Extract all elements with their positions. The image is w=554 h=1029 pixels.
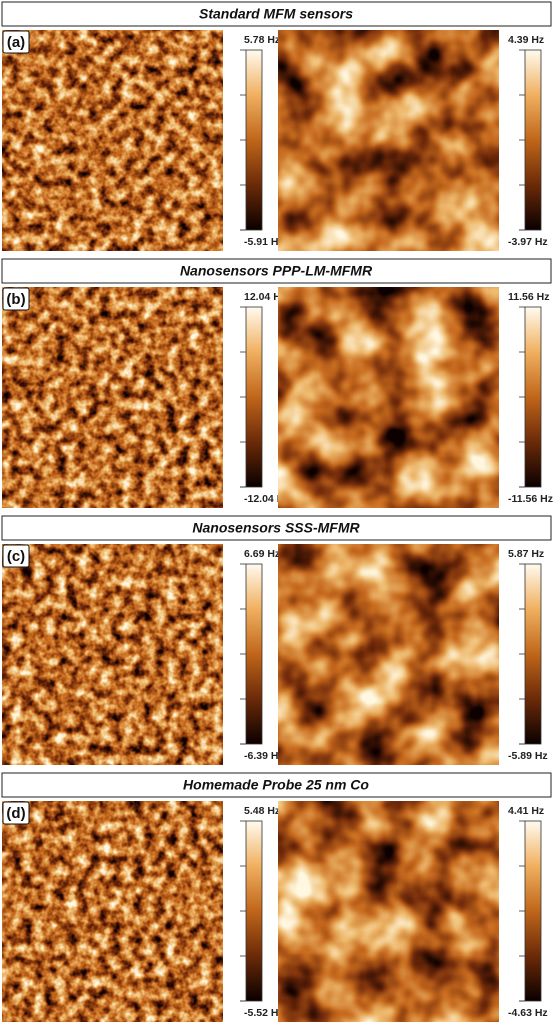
title-box	[1, 772, 552, 798]
title-box	[1, 515, 552, 541]
colorbar-max-label: 11.56 Hz	[508, 291, 549, 303]
colorbar	[245, 563, 263, 745]
colorbar-max-label: 6.69 Hz	[244, 548, 280, 560]
colorbar	[524, 563, 542, 745]
colorbar-min-label: -5.52 Hz	[244, 1007, 284, 1019]
colorbar-min-label: -3.97 Hz	[508, 236, 548, 248]
label-box	[2, 30, 30, 54]
right-image	[278, 30, 499, 251]
colorbar	[245, 49, 263, 231]
colorbar-min-label: -5.89 Hz	[508, 750, 548, 762]
panel-label: (a)	[7, 34, 25, 51]
colorbar-max-label: 5.78 Hz	[244, 34, 280, 46]
right-image	[278, 287, 499, 508]
colorbar-max-label: 5.87 Hz	[508, 548, 544, 560]
colorbar-min-label: -6.39 Hz	[244, 750, 284, 762]
title-box	[1, 1, 552, 27]
panel-title: Nanosensors SSS-MFMR	[192, 520, 360, 536]
colorbar	[524, 820, 542, 1002]
left-image	[2, 801, 223, 1022]
colorbar	[524, 49, 542, 231]
colorbar	[245, 820, 263, 1002]
panel-title: Nanosensors PPP-LM-MFMR	[180, 263, 373, 279]
colorbar-min-label: -4.63 Hz	[508, 1007, 548, 1019]
colorbar-max-label: 4.39 Hz	[508, 34, 544, 46]
panel-title: Homemade Probe 25 nm Co	[183, 777, 369, 793]
label-box	[2, 801, 30, 825]
panel-label: (b)	[6, 291, 25, 308]
colorbar-max-label: 12.04 Hz	[244, 291, 286, 303]
colorbar-max-label: 5.48 Hz	[244, 805, 280, 817]
right-image	[278, 544, 499, 765]
panel-title: Standard MFM sensors	[199, 6, 353, 22]
left-image	[2, 544, 223, 765]
label-box	[2, 544, 30, 568]
colorbar-max-label: 4.41 Hz	[508, 805, 544, 817]
colorbar	[524, 306, 542, 488]
label-box	[2, 287, 30, 311]
left-image	[2, 30, 223, 251]
title-box	[1, 258, 552, 284]
left-image	[2, 287, 223, 508]
panel-label: (c)	[7, 548, 25, 565]
panel-label: (d)	[6, 805, 25, 822]
colorbar-min-label: -5.91 Hz	[244, 236, 284, 248]
right-image	[278, 801, 499, 1022]
colorbar	[245, 306, 263, 488]
colorbar-min-label: -11.56 Hz	[508, 493, 553, 505]
